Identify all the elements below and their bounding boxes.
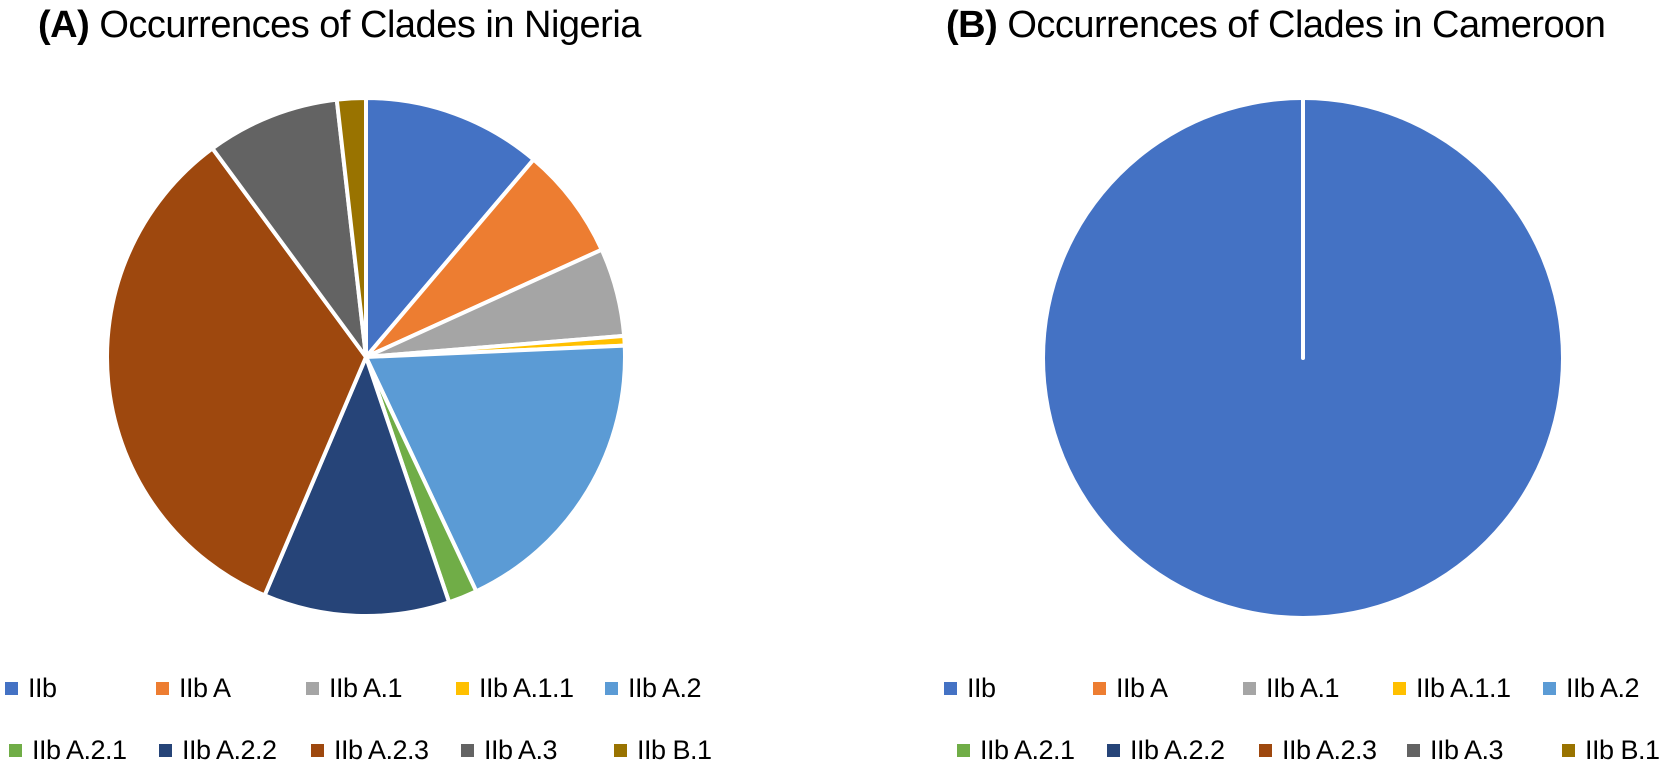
chart-a-title: (A) Occurrences of Clades in Nigeria (38, 4, 641, 47)
pie-chart-nigeria (105, 96, 627, 618)
legend-item-iib-a-2-2: IIb A.2.2 (1107, 735, 1225, 766)
legend-swatch (159, 744, 172, 757)
legend-swatch (957, 744, 970, 757)
pie-slice-iib-a-2-3 (105, 146, 368, 598)
legend-item-iib-b-1: IIb B.1 (1562, 735, 1660, 766)
legend-label: IIb A.2.1 (980, 735, 1075, 765)
legend-item-iib-a-2: IIb A.2 (605, 673, 702, 704)
legend-swatch (1393, 682, 1406, 695)
legend-item-iib-a-2-2: IIb A.2.2 (159, 735, 277, 766)
legend-swatch (605, 682, 618, 695)
legend-item-iib-a-1: IIb A.1 (1243, 673, 1340, 704)
panel-label-a: (A) (38, 4, 90, 46)
legend-swatch (156, 682, 169, 695)
legend-label: IIb A (1116, 673, 1168, 703)
legend-swatch (9, 744, 22, 757)
legend-label: IIb A.2 (1566, 673, 1640, 703)
pie-chart-cameroon (1045, 98, 1561, 616)
legend-swatch (1093, 682, 1106, 695)
legend-swatch (311, 744, 324, 757)
legend-item-iib-a-2-3: IIb A.2.3 (311, 735, 429, 766)
legend-label: IIb A.1 (329, 673, 403, 703)
legend-label: IIb A.2.3 (1282, 735, 1377, 765)
legend-label: IIb A.1 (1266, 673, 1340, 703)
legend-item-iib-b-1: IIb B.1 (614, 735, 712, 766)
legend-swatch (306, 682, 319, 695)
legend-label: IIb A.1.1 (1416, 673, 1511, 703)
legend-label: IIb A.2.2 (1130, 735, 1225, 765)
legend-swatch (614, 744, 627, 757)
pie-slice-iib-a (364, 157, 604, 359)
pie-slice-iib-a-2-2 (262, 355, 452, 618)
legend-label: IIb (28, 673, 57, 703)
legend-swatch (1407, 744, 1420, 757)
legend-label: IIb A (179, 673, 231, 703)
legend-swatch (944, 682, 957, 695)
legend-item-iib-a: IIb A (156, 673, 231, 704)
legend-item-iib-a-1-1: IIb A.1.1 (456, 673, 574, 704)
legend-label: IIb A.3 (1430, 735, 1504, 765)
legend-swatch (461, 744, 474, 757)
legend-swatch (1562, 744, 1575, 757)
legend-item-iib-a-1-1: IIb A.1.1 (1393, 673, 1511, 704)
legend-item-iib-a-2-1: IIb A.2.1 (9, 735, 127, 766)
legend-label: IIb A.2 (628, 673, 702, 703)
legend-swatch (1259, 744, 1272, 757)
legend-swatch (5, 682, 18, 695)
title-text-a: Occurrences of Clades in Nigeria (99, 4, 641, 46)
legend-label: IIb A.2.1 (32, 735, 127, 765)
legend-item-iib-a-3: IIb A.3 (461, 735, 558, 766)
legend-item-iib-a-1: IIb A.1 (306, 673, 403, 704)
legend-label: IIb (967, 673, 996, 703)
legend-item-iib: IIb (944, 673, 996, 704)
legend-label: IIb B.1 (637, 735, 712, 765)
legend-swatch (1243, 682, 1256, 695)
legend-swatch (1107, 744, 1120, 757)
legend-item-iib-a-2-3: IIb A.2.3 (1259, 735, 1377, 766)
legend-label: IIb A.2.3 (334, 735, 429, 765)
legend-item-iib-a: IIb A (1093, 673, 1168, 704)
pie-slice-iib (364, 96, 536, 359)
legend-label: IIb A.1.1 (479, 673, 574, 703)
title-text-b: Occurrences of Clades in Cameroon (1007, 4, 1606, 46)
chart-b-title: (B) Occurrences of Clades in Cameroon (946, 4, 1606, 47)
panel-label-b: (B) (946, 4, 998, 46)
legend-label: IIb A.3 (484, 735, 558, 765)
pie-slice-iib-b-1 (334, 96, 368, 359)
legend-swatch (456, 682, 469, 695)
pie-slice-iib-a-3 (210, 97, 368, 359)
legend-item-iib-a-3: IIb A.3 (1407, 735, 1504, 766)
legend-label: IIb B.1 (1585, 735, 1660, 765)
legend-label: IIb A.2.2 (182, 735, 277, 765)
pie-slice-iib-a-2 (364, 343, 627, 594)
legend-item-iib-a-2-1: IIb A.2.1 (957, 735, 1075, 766)
legend-item-iib: IIb (5, 673, 57, 704)
legend-swatch (1543, 682, 1556, 695)
legend-item-iib-a-2: IIb A.2 (1543, 673, 1640, 704)
